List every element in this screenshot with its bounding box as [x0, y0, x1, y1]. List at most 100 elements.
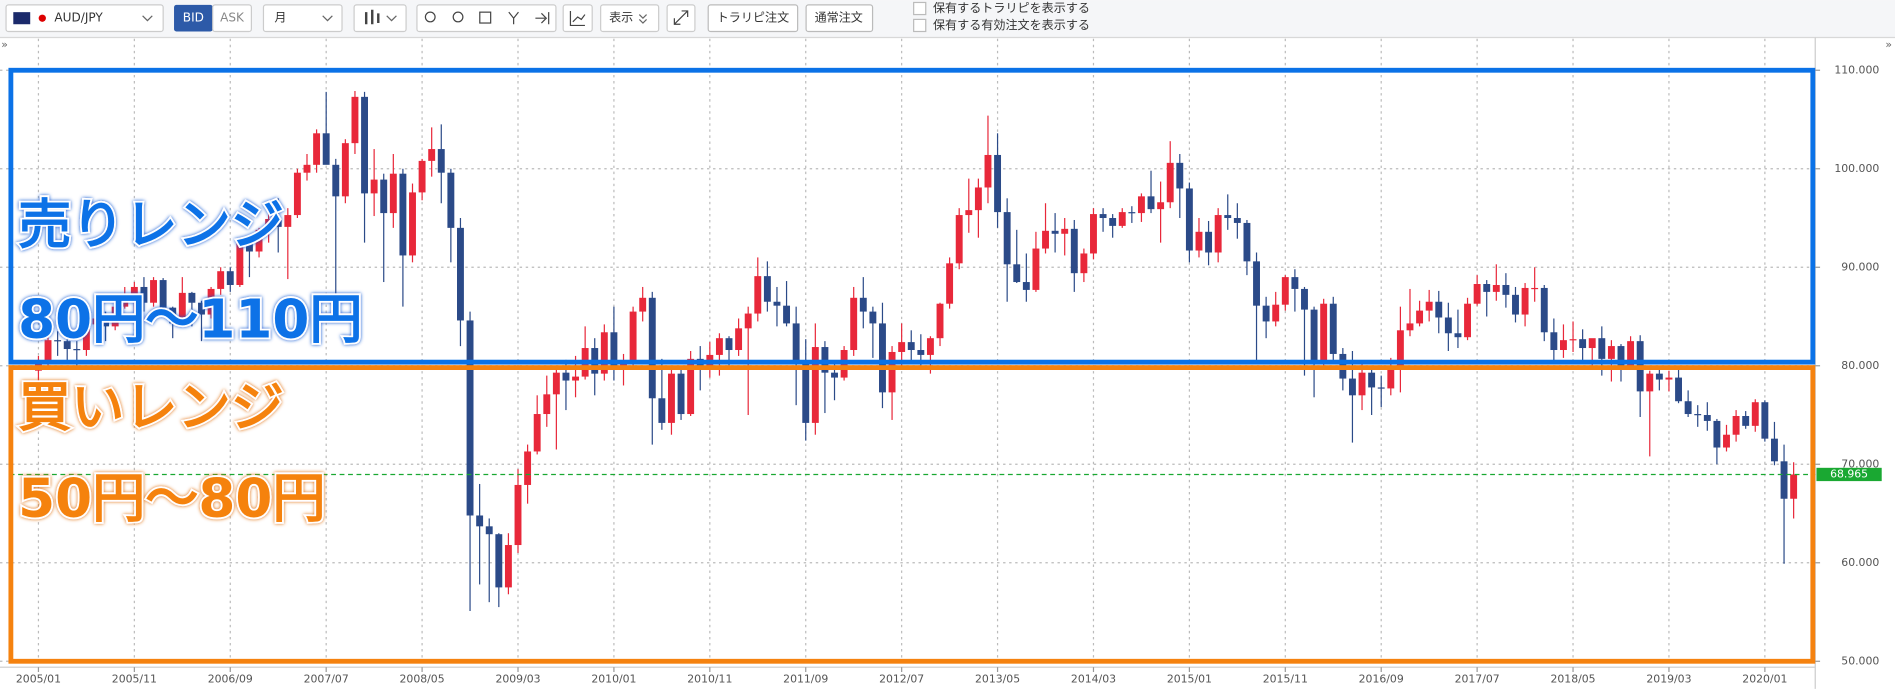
auto-icon[interactable] [508, 11, 519, 25]
candle-body [1090, 214, 1097, 254]
collapse-right[interactable]: » [1885, 38, 1892, 51]
candle-body [1771, 438, 1778, 462]
candle-body [1675, 377, 1682, 402]
candle-body [1512, 294, 1519, 315]
candle-body [629, 311, 637, 363]
y-tick-label: 80.000 [1841, 359, 1879, 372]
candle-body [802, 362, 810, 423]
range-box [8, 67, 1816, 365]
chevron [142, 15, 153, 22]
candle-body [1713, 420, 1721, 448]
candle-body [687, 358, 695, 415]
x-tick-label: 2014/03 [1071, 672, 1116, 685]
checkbox[interactable] [913, 18, 927, 33]
x-tick-label: 2010/01 [591, 672, 636, 685]
candle-body [1627, 341, 1635, 366]
zoom-in-icon[interactable] [424, 11, 436, 23]
candle-body [946, 263, 954, 304]
candle-body [677, 373, 685, 415]
candle-body [926, 338, 934, 355]
candle-body [668, 373, 675, 423]
candle-body [1732, 416, 1740, 435]
y-tick-label: 70.000 [1841, 457, 1879, 470]
candle-body [1694, 414, 1702, 416]
candle-body [773, 301, 781, 306]
candle-body [994, 154, 1002, 213]
candle-body [44, 340, 52, 361]
candle-body [1003, 212, 1011, 265]
candle-body [54, 340, 62, 342]
candle-body [1214, 215, 1222, 253]
y-tick-label: 50.000 [1841, 654, 1879, 667]
candle-body [1464, 303, 1471, 338]
candle-body [1435, 301, 1443, 318]
candle-body [313, 133, 321, 165]
candle-body [1013, 264, 1021, 283]
candle-body [1032, 248, 1040, 290]
candle-body [1588, 338, 1596, 349]
candle-body [965, 210, 973, 216]
candle-body [1617, 346, 1625, 366]
candle-body [159, 280, 167, 308]
x-tick-label: 2018/05 [1550, 672, 1595, 685]
jp-flag-dot [38, 14, 46, 22]
candle-body [399, 173, 407, 256]
candle-body [361, 96, 368, 194]
candle-body [744, 313, 752, 329]
candle-body [351, 96, 359, 144]
candle-body [284, 215, 292, 227]
checkbox[interactable] [913, 1, 927, 16]
toolbar: AUD/JPY BID ASK 月 表示 トラリピ注文 通常注文 保有するトラリ… [0, 0, 1895, 38]
candle-body [1684, 401, 1692, 415]
candle-body [1703, 415, 1711, 421]
y-tick-label: 110.000 [1834, 63, 1879, 76]
display-select[interactable] [600, 4, 660, 33]
candle-body [783, 305, 791, 324]
candle-body [1531, 287, 1539, 290]
checkbox-label: 保有する有効注文を表示する [933, 17, 1090, 32]
candle-body [188, 292, 196, 303]
scroll-end-icon[interactable] [535, 12, 550, 25]
candle-body [1377, 387, 1385, 389]
symbol-select[interactable] [5, 4, 164, 33]
candle-body [1559, 340, 1567, 351]
candle-body [1310, 309, 1318, 363]
candle-body [1329, 303, 1337, 354]
candle-body [562, 372, 570, 381]
candle-body [725, 338, 733, 351]
candle-body [102, 318, 110, 327]
period-select[interactable] [262, 4, 343, 33]
candle-body [907, 342, 915, 351]
candle-body [1425, 301, 1433, 311]
candle-body [504, 545, 512, 588]
x-tick-label: 2015/11 [1263, 672, 1308, 685]
trarepi-order-button[interactable] [707, 4, 799, 33]
y-tick-label: 100.000 [1834, 162, 1879, 175]
collapse-left[interactable]: » [1, 38, 8, 51]
candle-body [1281, 277, 1289, 305]
candle-body [245, 239, 253, 252]
bid-button[interactable] [174, 4, 213, 32]
candle-body [293, 172, 301, 216]
ask-button[interactable] [212, 4, 252, 33]
zoom-group[interactable] [416, 4, 557, 33]
candle-body [437, 149, 445, 173]
zoom-out-icon[interactable] [452, 11, 464, 23]
indicator-button[interactable] [562, 4, 593, 33]
candle-icon [364, 9, 380, 25]
candle-body [524, 451, 532, 485]
normal-order-button[interactable] [805, 4, 874, 33]
fit-icon[interactable] [479, 11, 492, 24]
x-tick-label: 2010/11 [687, 672, 732, 685]
candle-body [457, 227, 464, 321]
chart-type-select[interactable] [353, 4, 407, 33]
candle-body [572, 376, 580, 381]
candle-body [495, 534, 503, 588]
candle-body [476, 515, 484, 527]
candle-body [1483, 284, 1491, 292]
candle-body [121, 296, 129, 307]
candle-body [1166, 162, 1174, 203]
range-label: 80円～110円 [18, 288, 362, 350]
candle-body [610, 332, 618, 370]
